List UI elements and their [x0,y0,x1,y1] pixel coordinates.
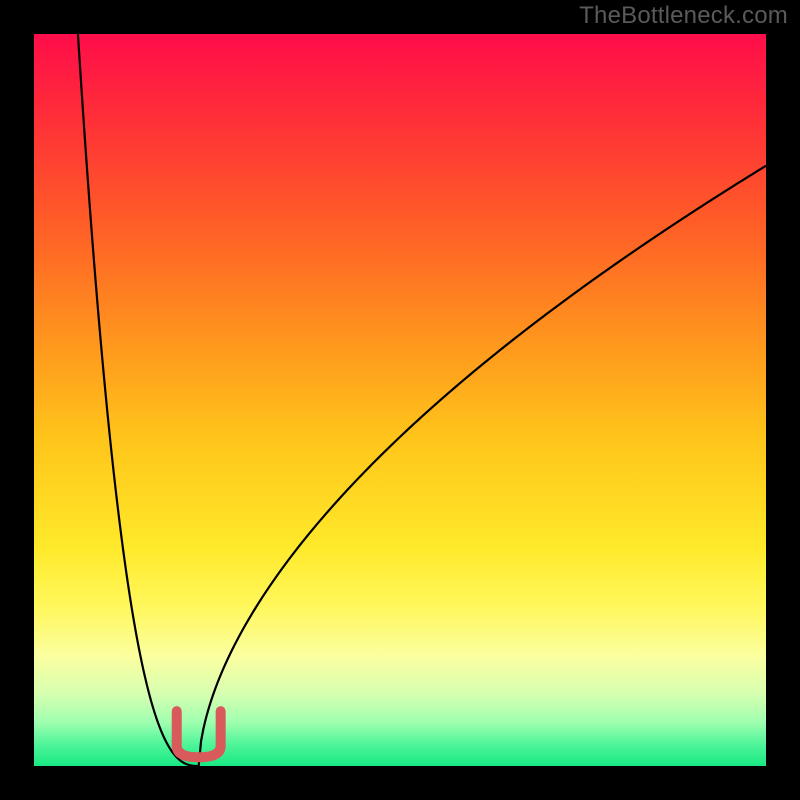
bottleneck-chart [0,0,800,800]
plot-background [34,34,766,766]
outer-frame: TheBottleneck.com [0,0,800,800]
